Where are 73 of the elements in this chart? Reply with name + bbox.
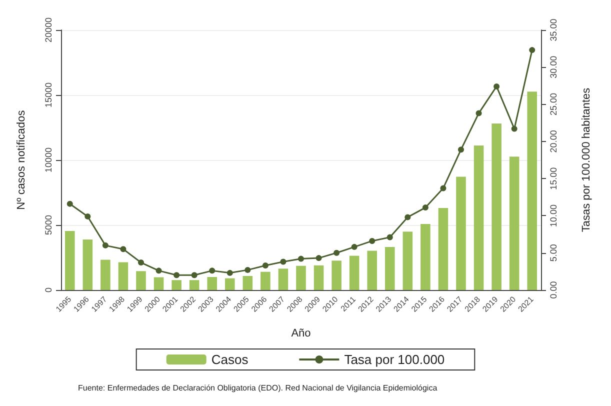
bar bbox=[118, 262, 128, 290]
bar bbox=[296, 266, 306, 290]
point bbox=[226, 270, 233, 276]
point bbox=[458, 146, 464, 153]
y-tick-label: 20000 bbox=[44, 17, 54, 43]
point bbox=[351, 244, 358, 250]
y2-tick-label: 35.00 bbox=[548, 18, 558, 42]
bar bbox=[136, 271, 146, 290]
point bbox=[191, 272, 198, 278]
y2-tick-label: 30.00 bbox=[548, 56, 558, 78]
y2-tick-label: 10.00 bbox=[548, 204, 558, 227]
bar bbox=[385, 246, 395, 290]
point bbox=[280, 258, 286, 265]
bar bbox=[492, 123, 502, 290]
point bbox=[316, 255, 322, 262]
point bbox=[511, 126, 518, 132]
point bbox=[209, 268, 216, 274]
bar bbox=[225, 278, 235, 290]
bar bbox=[242, 276, 253, 290]
bar bbox=[100, 260, 110, 290]
y2-axis-title: Tasas por 100.000 habitantes bbox=[580, 87, 592, 232]
point bbox=[440, 185, 446, 192]
point bbox=[298, 256, 304, 262]
bar bbox=[367, 250, 377, 290]
bar bbox=[509, 156, 520, 290]
y2-tick-label: 25.00 bbox=[548, 93, 558, 116]
y-tick-label: 5000 bbox=[44, 214, 54, 236]
bar bbox=[527, 92, 537, 290]
point bbox=[369, 238, 376, 244]
point bbox=[138, 260, 144, 266]
bar bbox=[438, 208, 448, 290]
legend-label: Casos bbox=[211, 352, 249, 367]
point bbox=[174, 272, 180, 278]
point bbox=[84, 213, 91, 220]
bar bbox=[207, 277, 217, 290]
point bbox=[156, 268, 162, 274]
bar bbox=[154, 277, 164, 290]
bar bbox=[314, 265, 324, 290]
bar bbox=[420, 224, 430, 290]
bar bbox=[65, 230, 75, 290]
point bbox=[102, 242, 108, 248]
point bbox=[386, 234, 393, 240]
y2-tick-label: 0.00 bbox=[548, 281, 558, 299]
legend-label: Tasa por 100.000 bbox=[344, 352, 445, 367]
bar bbox=[260, 272, 270, 290]
bar bbox=[82, 240, 93, 290]
y2-tick-label: 20.00 bbox=[548, 130, 558, 153]
y-tick-label: 10000 bbox=[44, 147, 54, 173]
point bbox=[334, 250, 340, 256]
point bbox=[120, 246, 126, 252]
point bbox=[66, 200, 73, 207]
y2-tick-label: 15.00 bbox=[548, 167, 558, 190]
bar bbox=[278, 268, 288, 290]
source-note: Fuente: Enfermedades de Declaración Obligatoria (EDO). Red Nacional de Vigilancia Epidemiológica bbox=[78, 384, 438, 392]
bar bbox=[456, 176, 466, 290]
y-tick-label: 0 bbox=[44, 287, 54, 293]
point bbox=[244, 266, 251, 273]
bar bbox=[402, 232, 413, 290]
y-axis-title: Nº casos notificados bbox=[16, 110, 28, 210]
point bbox=[404, 214, 411, 220]
point bbox=[529, 47, 536, 54]
point bbox=[476, 110, 482, 116]
point bbox=[422, 204, 428, 211]
y-tick-label: 15000 bbox=[44, 82, 54, 108]
point bbox=[262, 262, 268, 268]
bar bbox=[332, 260, 342, 290]
bar bbox=[349, 256, 360, 290]
y2-tick-label: 5.00 bbox=[548, 244, 558, 262]
bar bbox=[474, 145, 484, 290]
bar bbox=[189, 280, 200, 290]
bar bbox=[172, 280, 182, 290]
x-axis-title: Año bbox=[291, 328, 311, 340]
point bbox=[494, 83, 500, 90]
